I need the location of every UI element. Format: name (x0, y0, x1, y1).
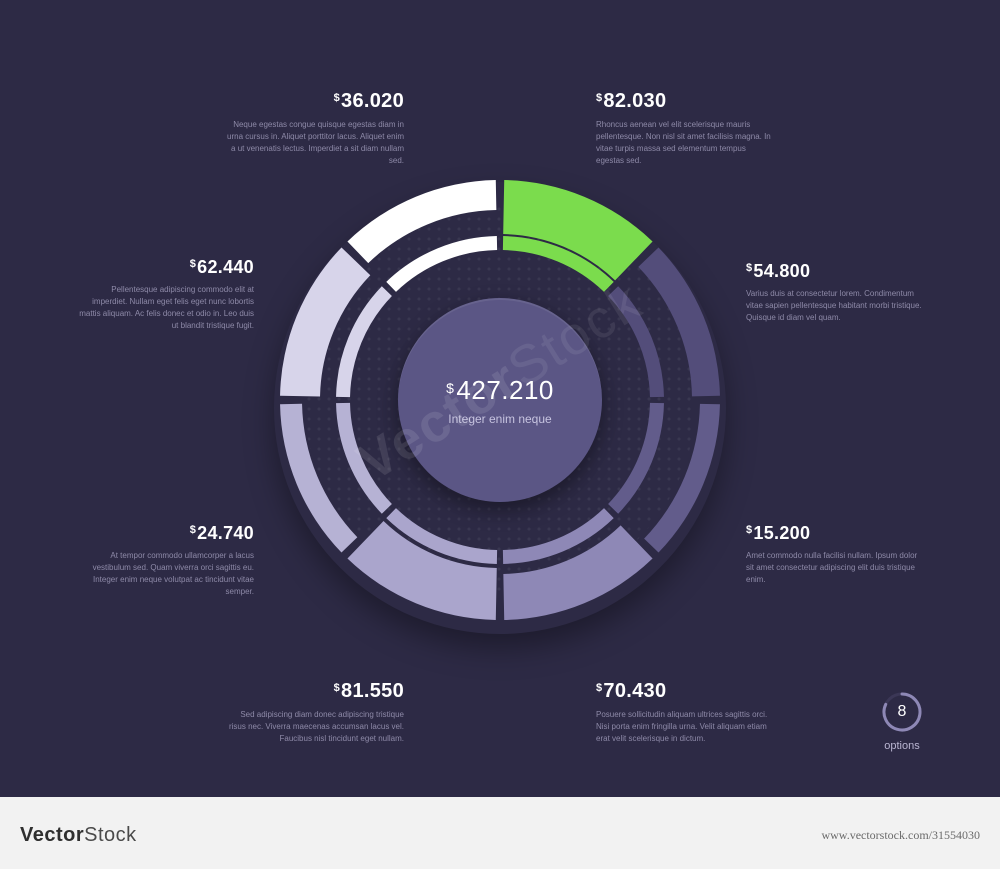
segment-label-4: $81.550 Sed adipiscing diam donec adipis… (184, 680, 404, 745)
segment-desc: Rhoncus aenean vel elit scelerisque maur… (596, 119, 776, 167)
segment-label-0: $82.030 Rhoncus aenean vel elit sceleris… (596, 90, 816, 167)
segment-price: $15.200 (746, 523, 966, 544)
segment-desc: Neque egestas congue quisque egestas dia… (224, 119, 404, 167)
options-ring-icon: 8 (880, 690, 924, 734)
segment-price: $62.440 (34, 257, 254, 278)
segment-desc: Amet commodo nulla facilisi nullam. Ipsu… (746, 550, 926, 586)
segment-label-5: $24.740 At tempor commodo ullamcorper a … (34, 523, 254, 598)
canvas: $427.210 Integer enim neque $82.030 Rhonc… (0, 0, 1000, 869)
segment-label-3: $70.430 Posuere sollicitudin aliquam ult… (596, 680, 816, 745)
inner-segment-2 (608, 403, 664, 514)
segment-label-2: $15.200 Amet commodo nulla facilisi null… (746, 523, 966, 586)
inner-segment-5 (336, 403, 392, 514)
segment-label-7: $36.020 Neque egestas congue quisque ege… (184, 90, 404, 167)
segment-price: $36.020 (184, 90, 404, 113)
center-value: $427.210 (446, 375, 554, 406)
segment-label-1: $54.800 Varius duis at consectetur lorem… (746, 261, 966, 324)
options-count: 8 (880, 690, 924, 734)
watermark-url: www.vectorstock.com/31554030 (821, 828, 980, 843)
radial-chart: $427.210 Integer enim neque $82.030 Rhonc… (0, 0, 1000, 797)
segment-label-6: $62.440 Pellentesque adipiscing commodo … (34, 257, 254, 332)
segment-price: $70.430 (596, 680, 816, 703)
segment-price: $24.740 (34, 523, 254, 544)
segment-price: $54.800 (746, 261, 966, 282)
segment-desc: At tempor commodo ullamcorper a lacus ve… (74, 550, 254, 598)
inner-segment-1 (608, 286, 664, 397)
segment-price: $81.550 (184, 680, 404, 703)
segment-desc: Sed adipiscing diam donec adipiscing tri… (224, 709, 404, 745)
segment-desc: Pellentesque adipiscing commodo elit at … (74, 284, 254, 332)
segment-desc: Varius duis at consectetur lorem. Condim… (746, 288, 926, 324)
footer-band: VectorStock www.vectorstock.com/31554030 (0, 797, 1000, 869)
segment-price: $82.030 (596, 90, 816, 113)
center-hub: $427.210 Integer enim neque (398, 298, 602, 502)
segment-desc: Posuere sollicitudin aliquam ultrices sa… (596, 709, 776, 745)
watermark-logo: VectorStock (20, 824, 137, 847)
options-label: options (880, 740, 924, 752)
inner-segment-7 (386, 236, 497, 292)
options-badge: 8 options (880, 690, 924, 752)
center-subtitle: Integer enim neque (448, 412, 551, 426)
